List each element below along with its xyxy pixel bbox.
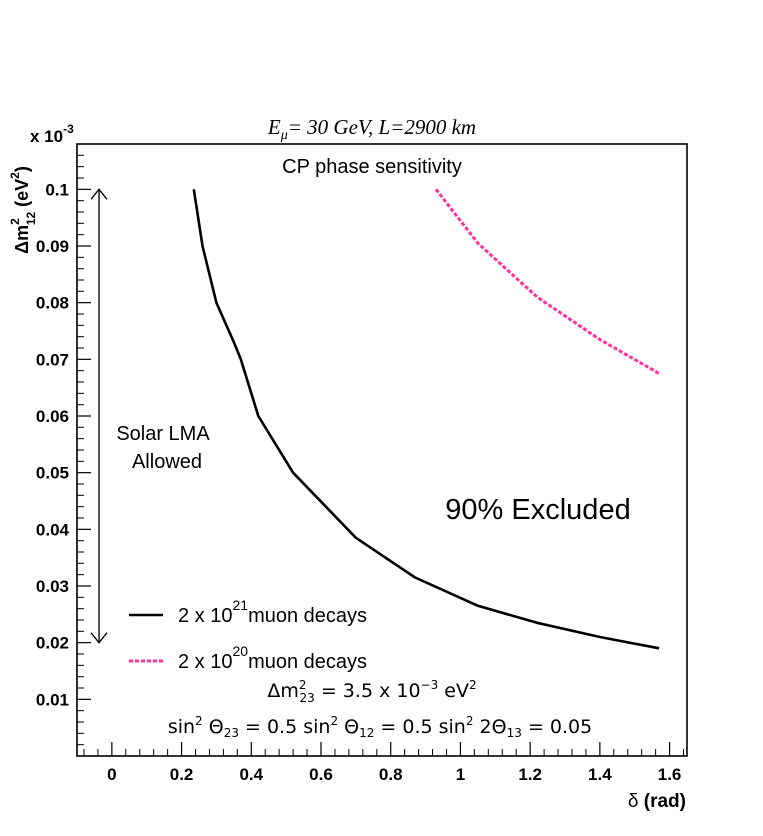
series-2e20-line bbox=[434, 188, 660, 375]
x-tick-label: 1 bbox=[456, 765, 465, 784]
x-tick-label: 1.4 bbox=[588, 765, 612, 784]
legend-label: 2 x 1021muon decays bbox=[178, 597, 367, 627]
chart-subtitle: CP phase sensitivity bbox=[282, 156, 462, 178]
y-tick-label: 0.07 bbox=[36, 350, 69, 369]
allowed-label-line1: Solar LMA bbox=[116, 423, 210, 445]
legend: 2 x 1021muon decays 2 x 1020muon decays bbox=[129, 597, 367, 673]
x-tick-label: 0.8 bbox=[379, 765, 403, 784]
x-tick-labels: 0 0.2 0.4 0.6 0.8 1 1.2 1.4 1.6 bbox=[107, 765, 681, 784]
axis-ticks bbox=[77, 154, 685, 756]
param-line-1: Δm2 23 = 3.5 x 10−3 eV2 bbox=[267, 678, 476, 705]
y-tick-label: 0.09 bbox=[36, 237, 69, 256]
y-axis-label: Δm2 12 (eV2) bbox=[8, 166, 38, 254]
y-tick-label: 0.1 bbox=[45, 180, 69, 199]
param-line-2: sin2 Θ23 = 0.5 sin2 Θ12 = 0.5 sin2 2Θ13 … bbox=[168, 714, 592, 740]
y-multiplier-label: x 10-3 bbox=[30, 122, 74, 146]
allowed-arrow-head-bottom bbox=[90, 632, 108, 644]
y-tick-label: 0.02 bbox=[36, 634, 69, 653]
y-tick-label: 0.05 bbox=[36, 464, 69, 483]
chart-title: Eμ= 30 GeV, L=2900 km bbox=[267, 115, 476, 143]
allowed-arrow-head-top bbox=[90, 188, 108, 200]
x-tick-label: 0.6 bbox=[309, 765, 333, 784]
series-2e21-line bbox=[192, 189, 660, 650]
y-tick-labels: 0.01 0.02 0.03 0.04 0.05 0.06 0.07 0.08 0.09 0.1 bbox=[36, 180, 70, 709]
y-tick-label: 0.06 bbox=[36, 407, 69, 426]
x-tick-label: 1.6 bbox=[658, 765, 682, 784]
x-tick-label: 0 bbox=[107, 765, 116, 784]
y-tick-label: 0.01 bbox=[36, 690, 69, 709]
y-tick-label: 0.03 bbox=[36, 577, 69, 596]
x-tick-label: 0.4 bbox=[239, 765, 263, 784]
y-tick-label: 0.04 bbox=[36, 520, 70, 539]
x-tick-label: 1.2 bbox=[518, 765, 542, 784]
x-tick-label: 0.2 bbox=[170, 765, 194, 784]
allowed-label-line2: Allowed bbox=[132, 451, 202, 473]
excluded-label: 90% Excluded bbox=[445, 494, 630, 526]
curves bbox=[192, 188, 660, 650]
legend-label: 2 x 1020muon decays bbox=[178, 643, 367, 673]
allowed-range-arrow bbox=[90, 188, 108, 644]
plot-frame bbox=[76, 143, 688, 757]
x-axis-label: δ (rad) bbox=[628, 791, 686, 812]
y-tick-label: 0.08 bbox=[36, 294, 69, 313]
